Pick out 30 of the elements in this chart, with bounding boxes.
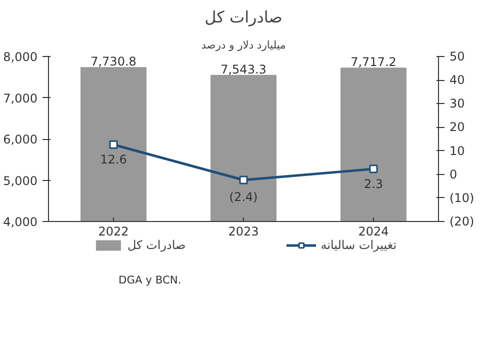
text: DGA y BCN. [118,274,182,286]
point [109,140,118,149]
y2-tick-label: 40 [450,73,465,88]
y-tick-label: 8,000 [3,50,38,64]
point [239,176,248,184]
y2-tick-label: 0 [450,167,458,182]
y-tick-label: 5,000 [3,174,38,188]
y2-tick-label: 30 [450,96,465,111]
legend-label: تغییرات سالیانه [320,238,397,252]
data-label: 2.3 [364,176,384,191]
x-tick-label: 2023 [228,224,259,238]
data-label: 7,717.2 [350,55,396,70]
y2-tick-label: (20) [450,214,474,228]
chart-subtitle: میلیارد دلار و درصد [201,38,286,52]
data-label: 7,543.3 [220,62,266,76]
legend-label: صادرات کل [127,238,186,252]
y2-tick-label: 20 [450,120,465,134]
y-tick-label: 7,000 [3,91,38,106]
y-tick-label: 4,000 [3,215,38,229]
chart-title: صادرات کل [204,8,282,26]
x-tick-label: 2024 [358,224,389,238]
y2-tick-label: (10) [450,190,474,205]
x-tick-label: 2022 [98,224,129,238]
data-label: (2.4) [229,190,258,204]
data-label: 7,730.8 [90,54,136,69]
point [369,164,378,174]
y2-tick-label: 10 [450,144,465,158]
data-label: 12.6 [100,152,127,167]
y-tick-label: 6,000 [3,132,38,146]
y2-tick-label: 50 [450,50,465,64]
